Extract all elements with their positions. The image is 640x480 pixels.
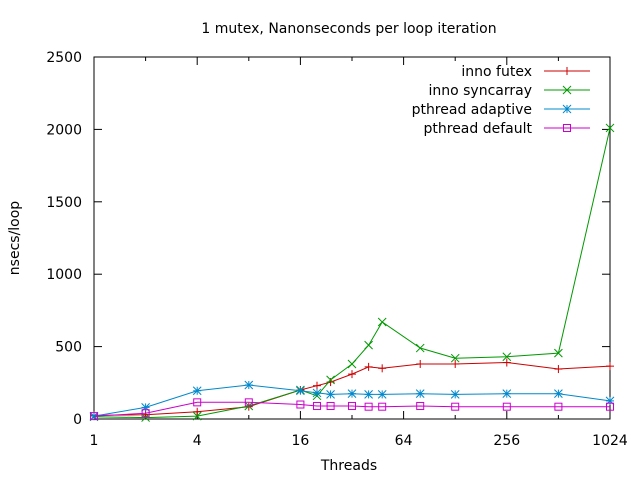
data-point-pthread-default (244, 398, 253, 407)
data-point-pthread-adaptive (192, 386, 202, 396)
data-point-pthread-default (451, 402, 460, 411)
data-point-inno-syncarray (347, 359, 357, 369)
data-point-pthread-adaptive (347, 389, 357, 399)
data-point-pthread-default (141, 409, 150, 418)
y-tick-label: 2500 (46, 50, 82, 66)
data-point-inno-syncarray (450, 353, 460, 363)
data-point-pthread-adaptive (502, 389, 512, 399)
data-point-inno-futex (502, 358, 511, 367)
series-layer (89, 123, 615, 422)
y-tick-label: 1500 (46, 195, 82, 211)
x-tick-label: 64 (395, 433, 413, 449)
data-point-inno-futex (313, 381, 322, 390)
x-axis-label: Threads (320, 458, 377, 474)
y-tick-label: 0 (73, 412, 82, 428)
data-point-pthread-adaptive (605, 396, 615, 406)
y-tick-label: 2000 (46, 122, 82, 138)
data-point-pthread-default (606, 402, 614, 411)
data-point-inno-syncarray (605, 123, 615, 133)
legend-marker-pthread-default (563, 124, 571, 132)
y-axis-label: nsecs/loop (7, 201, 23, 276)
data-point-inno-futex (554, 365, 563, 374)
data-point-inno-futex (451, 359, 460, 368)
data-point-inno-futex (348, 370, 356, 379)
legend-marker-inno-futex (563, 67, 571, 75)
data-point-pthread-adaptive (415, 389, 425, 399)
x-axis: 1 4 16 64 256 1024 (90, 57, 628, 449)
data-point-pthread-adaptive (450, 390, 460, 399)
data-point-inno-futex (193, 407, 202, 416)
chart-title: 1 mutex, Nanonseconds per loop iteration (201, 21, 496, 37)
legend-label-inno-futex: inno futex (461, 64, 532, 80)
data-point-pthread-default (416, 401, 425, 410)
data-point-inno-syncarray (141, 413, 150, 422)
data-point-pthread-default (193, 398, 202, 407)
y-tick-label: 500 (55, 340, 82, 356)
data-point-pthread-default (90, 412, 98, 421)
data-point-pthread-default (326, 401, 335, 410)
data-point-pthread-adaptive (244, 380, 254, 390)
data-point-inno-futex (364, 362, 373, 371)
x-tick-label: 16 (291, 433, 309, 449)
data-point-pthread-default (348, 401, 356, 410)
data-point-pthread-default (296, 400, 305, 409)
data-point-pthread-adaptive (326, 390, 335, 399)
legend-label-inno-syncarray: inno syncarray (428, 83, 532, 99)
legend-marker-pthread-adaptive (562, 104, 572, 114)
data-point-pthread-adaptive (377, 390, 387, 399)
data-point-pthread-adaptive (554, 389, 563, 399)
legend-label-pthread-adaptive: pthread adaptive (412, 102, 532, 118)
data-point-pthread-adaptive (296, 386, 305, 396)
plot-frame (93, 56, 611, 420)
data-point-pthread-default (364, 402, 373, 411)
data-point-inno-syncarray (364, 340, 373, 350)
data-point-inno-syncarray (554, 348, 563, 358)
data-point-inno-futex (378, 364, 387, 373)
series-line-pthread-default (93, 401, 610, 417)
x-tick-label: 4 (193, 433, 202, 449)
data-point-inno-syncarray (415, 343, 425, 353)
legend-label-pthread-default: pthread default (424, 121, 533, 137)
legend: inno futex inno syncarray pthread adaptive… (412, 64, 590, 137)
data-point-pthread-adaptive (312, 388, 322, 398)
data-point-pthread-adaptive (364, 390, 373, 399)
data-point-pthread-default (502, 402, 511, 411)
data-point-inno-syncarray (377, 317, 387, 327)
data-point-inno-syncarray (326, 375, 335, 385)
data-point-inno-futex (416, 359, 425, 368)
data-point-inno-syncarray (192, 411, 202, 421)
data-point-pthread-default (378, 402, 387, 411)
legend-marker-inno-syncarray (562, 85, 572, 95)
data-point-pthread-adaptive (141, 403, 150, 412)
x-tick-label: 256 (493, 433, 520, 449)
data-point-pthread-default (554, 402, 563, 411)
x-tick-label: 1024 (592, 433, 628, 449)
y-axis: 0 500 1000 1500 2000 2500 (46, 50, 610, 428)
x-tick-label: 1 (90, 433, 99, 449)
data-point-inno-futex (606, 362, 614, 371)
y-tick-label: 1000 (46, 267, 82, 283)
data-point-inno-syncarray (502, 352, 512, 362)
data-point-pthread-default (313, 401, 322, 410)
